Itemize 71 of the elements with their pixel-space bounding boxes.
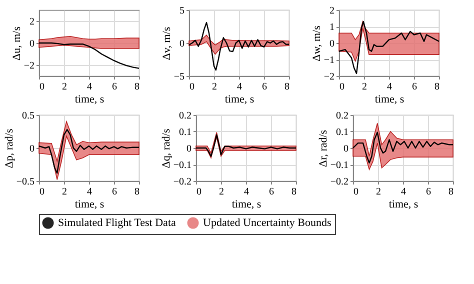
line-series	[188, 22, 290, 71]
x-tick-label: 6	[426, 186, 431, 198]
x-tick-label: 6	[269, 186, 274, 198]
x-tick-label: 0	[196, 186, 202, 198]
legend-label: Updated Uncertainty Bounds	[203, 217, 332, 229]
x-tick-label: 6	[112, 82, 117, 92]
x-tick-label: 2	[62, 186, 67, 198]
y-tick-label: 0.2	[336, 110, 348, 122]
y-tick-label: −0.2	[330, 176, 348, 188]
x-axis-title: time, s	[224, 94, 254, 106]
y-tick-label: 0	[330, 38, 334, 50]
y-tick-label: −0.5	[16, 176, 34, 188]
y-tick-label: 0.2	[179, 110, 192, 122]
x-tick-label: 2	[376, 186, 381, 198]
x-tick-label: 8	[284, 82, 290, 92]
y-tick-label: 0	[30, 38, 34, 50]
y-tick-label: 0.1	[179, 127, 192, 138]
y-tick-label: 0.1	[336, 127, 348, 138]
y-tick-label: 0	[30, 144, 34, 154]
line-series	[38, 128, 140, 174]
line-series	[38, 42, 140, 69]
x-tick-label: 2	[212, 82, 217, 92]
y-tick-label: 1	[330, 22, 334, 33]
x-tick-label: 4	[401, 186, 406, 198]
x-axis-title: time, s	[74, 94, 104, 106]
y-tick-label: 0	[180, 38, 184, 50]
y-axis-title: Δr, rad/s	[317, 130, 330, 168]
x-tick-label: 8	[134, 186, 140, 198]
line-series	[352, 132, 454, 164]
x-tick-label: 2	[362, 82, 367, 92]
y-axis-title: Δp, rad/s	[3, 128, 16, 168]
y-tick-label: 0	[344, 144, 348, 154]
x-axis-title: time, s	[74, 198, 104, 210]
y-tick-label: −2	[24, 60, 34, 72]
y-tick-label: −0.1	[330, 160, 348, 171]
x-tick-label: 2	[62, 82, 67, 92]
x-tick-label: 4	[87, 82, 92, 92]
y-tick-label: 5	[180, 6, 184, 16]
y-axis-title: Δv, m/s	[160, 26, 173, 60]
x-axis-title: time, s	[374, 94, 404, 106]
line-series	[338, 20, 440, 74]
y-tick-label: −5	[174, 72, 184, 82]
x-tick-label: 8	[292, 186, 296, 198]
x-tick-label: 6	[112, 186, 117, 198]
x-tick-label: 4	[237, 82, 242, 92]
y-tick-label: 0.5	[22, 110, 34, 122]
x-tick-label: 8	[434, 82, 440, 92]
x-axis-title: time, s	[232, 198, 262, 210]
y-tick-label: −1	[324, 55, 334, 66]
x-tick-label: 4	[244, 186, 249, 198]
x-axis-title: time, s	[388, 198, 418, 210]
x-tick-label: 8	[448, 186, 454, 198]
y-tick-label: −2	[324, 72, 334, 82]
y-axis-title: Δu, m/s	[10, 26, 23, 60]
y-axis-title: Δw, m/s	[310, 26, 323, 62]
y-axis-title: Δq, rad/s	[160, 128, 172, 168]
x-tick-label: 4	[387, 82, 392, 92]
x-tick-label: 8	[134, 82, 140, 92]
y-tick-label: 0	[186, 144, 192, 154]
x-tick-label: 0	[40, 186, 44, 198]
y-tick-label: −0.2	[173, 176, 192, 188]
y-tick-label: −0.1	[173, 160, 192, 171]
x-tick-label: 6	[262, 82, 267, 92]
x-tick-label: 4	[87, 186, 92, 198]
x-tick-label: 0	[40, 82, 44, 92]
y-tick-label: 2	[30, 16, 34, 28]
x-tick-label: 2	[219, 186, 224, 198]
x-tick-label: 0	[354, 186, 358, 198]
legend-label: Simulated Flight Test Data	[58, 217, 176, 229]
y-tick-label: 2	[330, 6, 334, 16]
x-tick-label: 6	[412, 82, 417, 92]
